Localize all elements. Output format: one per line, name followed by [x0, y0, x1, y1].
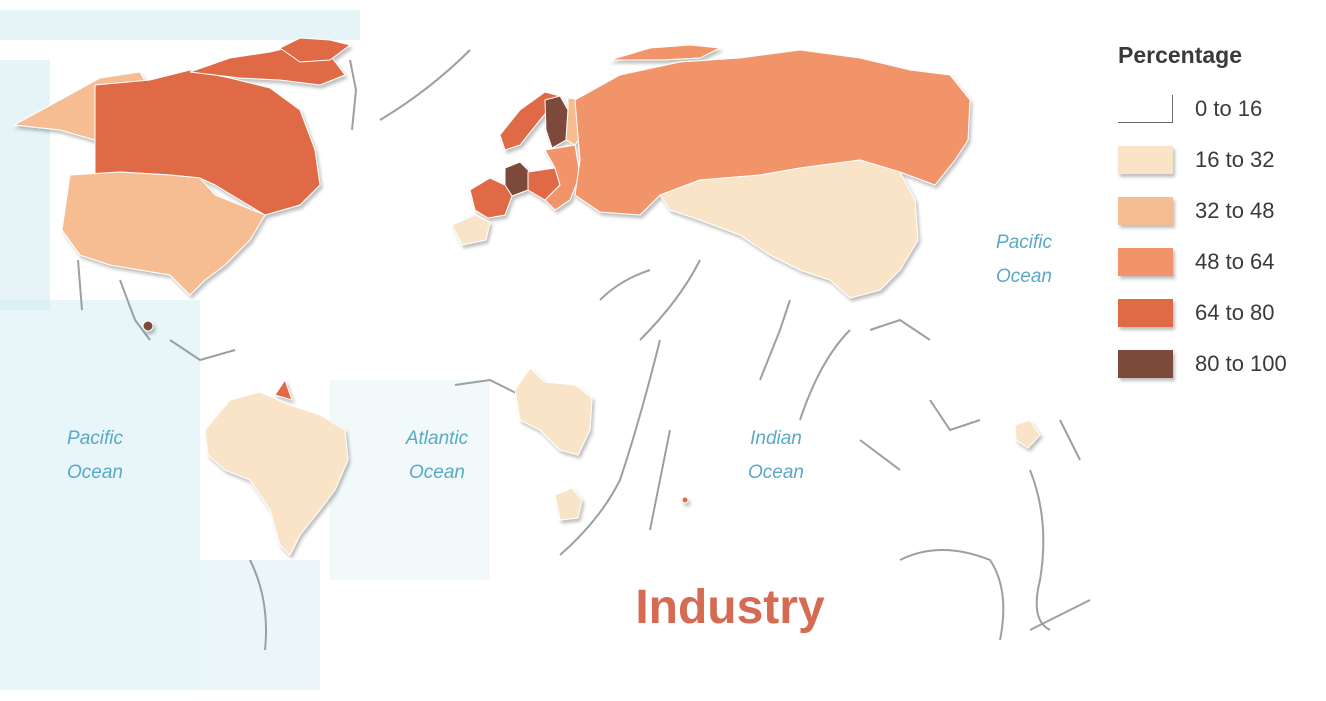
region-central-africa	[514, 367, 593, 456]
legend-swatch	[1118, 298, 1173, 327]
ocean-label-line2: Ocean	[748, 462, 804, 483]
legend-label: 80 to 100	[1195, 350, 1287, 376]
region-iberia	[451, 214, 491, 246]
legend-swatch	[1118, 349, 1173, 378]
region-united-states	[61, 171, 266, 296]
legend-item: 16 to 32	[1118, 134, 1318, 185]
legend-label: 16 to 32	[1195, 146, 1275, 172]
region-china	[659, 159, 919, 299]
ocean-label-line1: Indian	[750, 428, 802, 449]
legend-title: Percentage	[1118, 42, 1243, 68]
legend-swatch	[1118, 94, 1173, 123]
region-island-dot	[681, 496, 689, 504]
legend-swatch	[1118, 145, 1173, 174]
legend-item: 48 to 64	[1118, 236, 1318, 287]
legend-swatch	[1118, 196, 1173, 225]
map-title: Industry	[635, 581, 825, 634]
legend-label: 0 to 16	[1195, 95, 1263, 121]
legend: Percentage 0 to 16 16 to 32 32 to 48 48 to …	[1118, 42, 1318, 389]
region-eastern-europe	[544, 144, 581, 211]
region-southeast-island	[1014, 419, 1041, 449]
legend-swatch	[1118, 247, 1173, 276]
ocean-label-line1: Atlantic	[405, 428, 469, 449]
ocean-label-line1: Pacific	[67, 428, 123, 449]
region-brazil	[204, 391, 349, 556]
legend-label: 64 to 80	[1195, 299, 1275, 325]
ocean-label-line1: Pacific	[996, 232, 1052, 253]
ocean-label-atlantic: Atlantic Ocean	[382, 422, 492, 490]
land-regions	[12, 37, 1041, 556]
region-central-america	[142, 320, 154, 332]
legend-item: 64 to 80	[1118, 287, 1318, 338]
region-southern-africa	[554, 487, 583, 521]
coastlines	[77, 49, 1091, 651]
ocean-texture	[0, 10, 490, 690]
ocean-label-pacific-east: Pacific Ocean	[969, 226, 1079, 294]
legend-item: 32 to 48	[1118, 185, 1318, 236]
ocean-label-line2: Ocean	[409, 462, 465, 483]
legend-label: 48 to 64	[1195, 248, 1275, 274]
legend-item: 80 to 100	[1118, 338, 1318, 389]
legend-label: 32 to 48	[1195, 197, 1275, 223]
region-guiana	[274, 378, 293, 401]
legend-item: 0 to 16	[1118, 83, 1318, 134]
region-france	[469, 177, 513, 219]
region-greenland	[279, 37, 352, 63]
ocean-label-indian: Indian Ocean	[721, 422, 831, 490]
ocean-label-pacific-west: Pacific Ocean	[40, 422, 150, 490]
ocean-label-line2: Ocean	[67, 462, 123, 483]
ocean-label-line2: Ocean	[996, 266, 1052, 287]
region-sweden	[544, 95, 569, 149]
region-russia-islands	[609, 44, 722, 61]
legend-items: 0 to 16 16 to 32 32 to 48 48 to 64 64 to 80 8…	[1118, 83, 1318, 389]
region-russia	[574, 49, 971, 216]
